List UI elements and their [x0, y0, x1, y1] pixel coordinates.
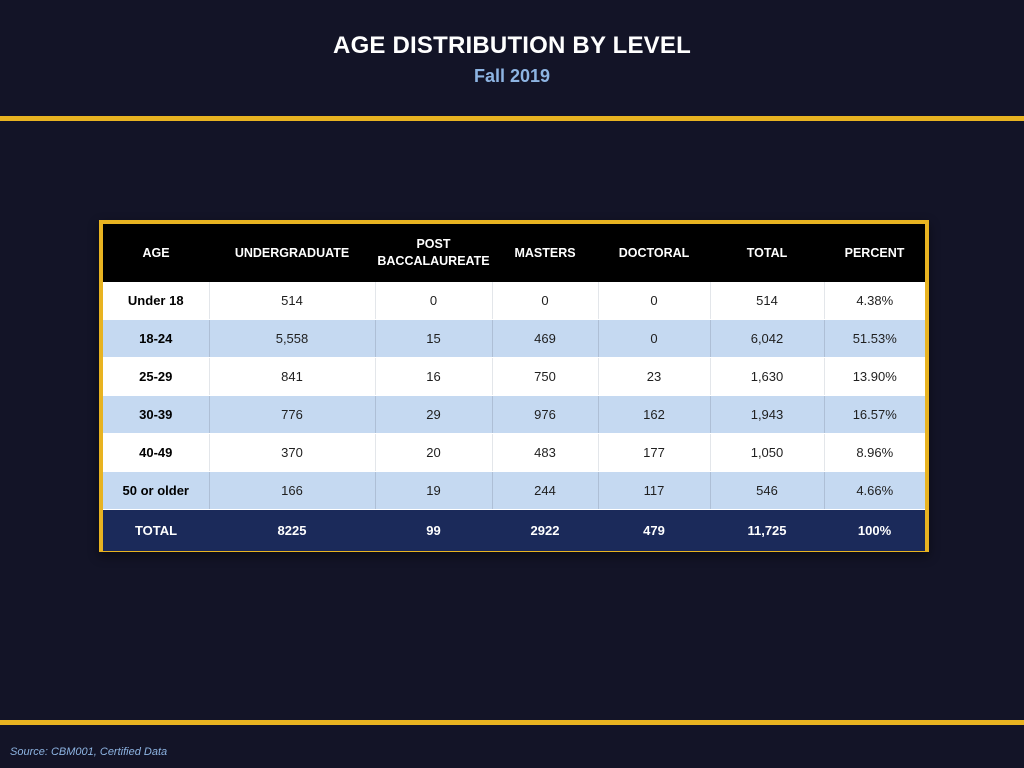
header-percent: PERCENT [824, 224, 925, 282]
title-area: AGE DISTRIBUTION BY LEVEL Fall 2019 [0, 0, 1024, 116]
table-frame: AGE UNDERGRADUATE POST BACCALAUREATE MAS… [99, 220, 929, 552]
header-age: AGE [103, 224, 209, 282]
cell-undergraduate: 370 [208, 433, 375, 472]
source-note: Source: CBM001, Certified Data [10, 746, 168, 758]
header-post-baccalaureate: POST BACCALAUREATE [375, 224, 492, 282]
cell-age: 18-24 [103, 319, 209, 358]
total-total: 11,725 [710, 509, 824, 551]
cell-age: 40-49 [103, 433, 209, 472]
cell-undergraduate: 5,558 [208, 319, 375, 358]
cell-masters: 244 [491, 471, 598, 510]
cell-doctoral: 117 [597, 471, 710, 510]
total-post-baccalaureate: 99 [375, 509, 492, 551]
cell-age: 25-29 [103, 357, 209, 396]
cell-percent: 8.96% [823, 433, 925, 472]
total-doctoral: 479 [598, 509, 710, 551]
cell-percent: 4.38% [823, 282, 925, 320]
cell-doctoral: 0 [597, 319, 710, 358]
table-header-row: AGE UNDERGRADUATE POST BACCALAUREATE MAS… [103, 224, 925, 282]
cell-masters: 976 [491, 395, 598, 434]
page-title: AGE DISTRIBUTION BY LEVEL [333, 32, 691, 59]
total-undergraduate: 8225 [209, 509, 375, 551]
cell-age: 30-39 [103, 395, 209, 434]
cell-post-baccalaureate: 29 [374, 395, 492, 434]
cell-undergraduate: 514 [208, 282, 375, 320]
cell-masters: 483 [491, 433, 598, 472]
cell-doctoral: 162 [597, 395, 710, 434]
table-row: 50 or older 166 19 244 117 546 4.66% [103, 471, 925, 510]
age-distribution-table: AGE UNDERGRADUATE POST BACCALAUREATE MAS… [103, 224, 925, 551]
page-subtitle: Fall 2019 [473, 66, 551, 86]
cell-masters: 469 [491, 319, 598, 358]
total-percent: 100% [824, 509, 925, 551]
header-total: TOTAL [710, 224, 824, 282]
cell-total: 1,630 [709, 357, 824, 396]
cell-total: 1,943 [709, 395, 824, 434]
cell-undergraduate: 166 [208, 471, 375, 510]
cell-percent: 13.90% [823, 357, 925, 396]
cell-total: 546 [709, 471, 824, 510]
table-row: Under 18 514 0 0 0 514 4.38% [103, 282, 925, 320]
cell-total: 514 [709, 282, 824, 320]
cell-total: 1,050 [709, 433, 824, 472]
table-row: 25-29 841 16 750 23 1,630 13.90% [103, 357, 925, 396]
cell-percent: 51.53% [823, 319, 925, 358]
cell-post-baccalaureate: 0 [374, 282, 492, 320]
total-label: TOTAL [103, 509, 209, 551]
cell-age: 50 or older [103, 471, 209, 510]
top-divider [0, 116, 1024, 121]
cell-doctoral: 177 [597, 433, 710, 472]
cell-undergraduate: 841 [208, 357, 375, 396]
table-row: 18-24 5,558 15 469 0 6,042 51.53% [103, 319, 925, 358]
bottom-divider [0, 720, 1024, 725]
cell-undergraduate: 776 [208, 395, 375, 434]
header-undergraduate: UNDERGRADUATE [209, 224, 375, 282]
cell-doctoral: 0 [597, 282, 710, 320]
table-row: 30-39 776 29 976 162 1,943 16.57% [103, 395, 925, 434]
table-row: 40-49 370 20 483 177 1,050 8.96% [103, 433, 925, 472]
cell-total: 6,042 [709, 319, 824, 358]
total-masters: 2922 [492, 509, 598, 551]
cell-post-baccalaureate: 16 [374, 357, 492, 396]
cell-age: Under 18 [103, 282, 209, 320]
cell-percent: 16.57% [823, 395, 925, 434]
header-masters: MASTERS [492, 224, 598, 282]
cell-post-baccalaureate: 15 [374, 319, 492, 358]
total-row: TOTAL 8225 99 2922 479 11,725 100% [103, 509, 925, 551]
cell-doctoral: 23 [597, 357, 710, 396]
cell-masters: 750 [491, 357, 598, 396]
cell-post-baccalaureate: 19 [374, 471, 492, 510]
cell-masters: 0 [491, 282, 598, 320]
header-doctoral: DOCTORAL [598, 224, 710, 282]
cell-post-baccalaureate: 20 [374, 433, 492, 472]
cell-percent: 4.66% [823, 471, 925, 510]
